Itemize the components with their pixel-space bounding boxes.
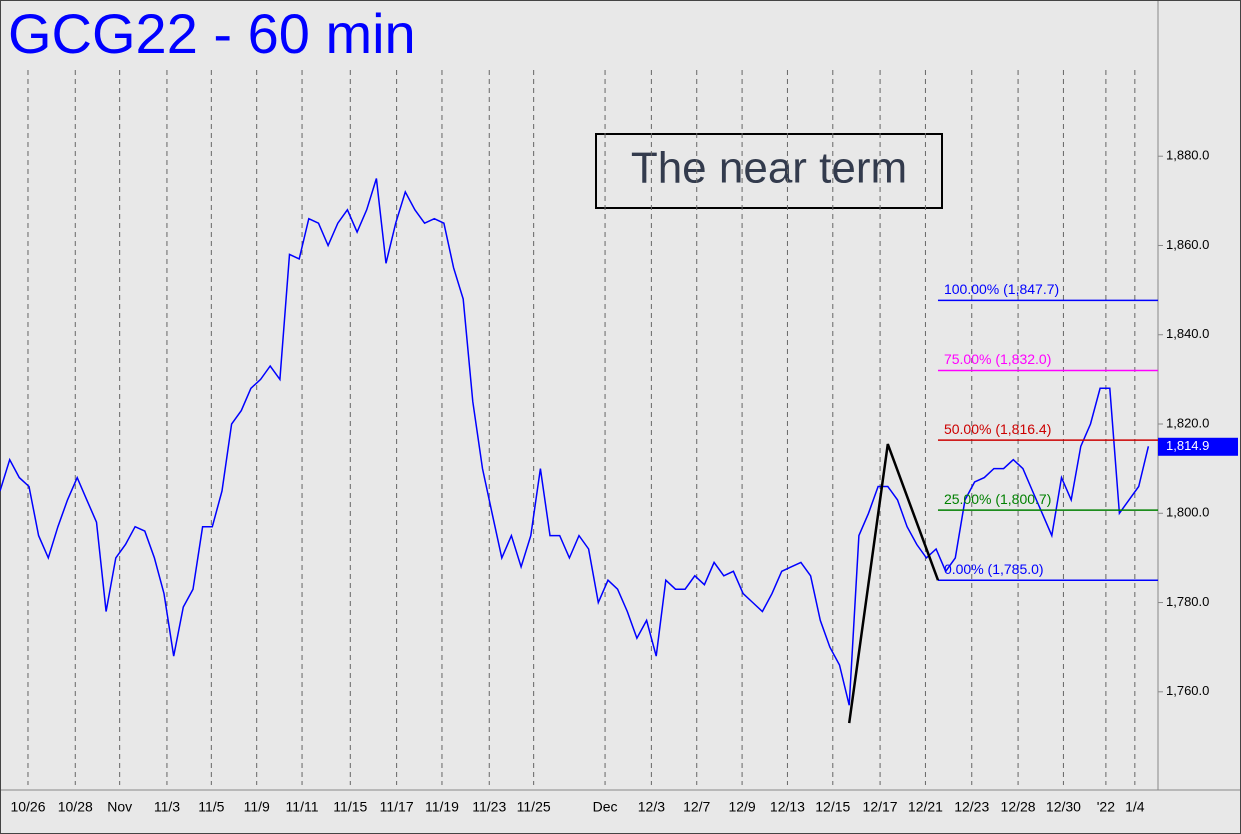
pattern-line [847, 443, 940, 724]
x-tick-label: 1/4 [1125, 799, 1145, 815]
x-tick-label: '22 [1097, 799, 1115, 815]
level-label: 75.00% (1,832.0) [944, 351, 1051, 367]
level-label: 50.00% (1,816.4) [944, 421, 1051, 437]
x-tick-label: 11/19 [425, 799, 459, 815]
x-tick-label: 12/3 [638, 799, 665, 815]
chart-title: GCG22 - 60 min [8, 2, 416, 65]
y-tick-label: 1,760.0 [1166, 683, 1209, 698]
level-label: 100.00% (1,847.7) [944, 281, 1059, 297]
x-tick-label: 12/30 [1046, 799, 1081, 815]
x-tick-label: Nov [107, 799, 132, 815]
last-price-box [1158, 437, 1238, 456]
x-tick-label: 11/3 [154, 799, 180, 815]
x-tick-label: 12/23 [954, 799, 989, 815]
x-tick-label: 12/7 [683, 799, 710, 815]
y-tick-label: 1,780.0 [1166, 594, 1209, 609]
x-tick-label: Dec [593, 799, 618, 815]
price-line [0, 178, 1150, 706]
x-tick-label: 11/9 [244, 799, 270, 815]
annotation-box [595, 133, 943, 209]
x-tick-label: 12/17 [863, 799, 898, 815]
x-tick-label: 12/9 [728, 799, 755, 815]
x-tick-label: 12/21 [908, 799, 943, 815]
x-tick-label: 11/15 [333, 799, 367, 815]
y-tick-label: 1,880.0 [1166, 148, 1209, 163]
x-tick-label: 11/5 [198, 799, 224, 815]
x-tick-label: 11/25 [517, 799, 551, 815]
level-label: 0.00% (1,785.0) [944, 561, 1044, 577]
x-tick-label: 11/23 [472, 799, 506, 815]
y-tick-label: 1,840.0 [1166, 326, 1209, 341]
x-tick-label: 10/28 [58, 799, 93, 815]
level-label: 25.00% (1,800.7) [944, 491, 1051, 507]
y-tick-label: 1,800.0 [1166, 505, 1209, 520]
x-tick-label: 12/28 [1001, 799, 1036, 815]
last-price-label: 1,814.9 [1166, 438, 1209, 453]
annotation: The near term [631, 144, 907, 193]
x-tick-label: 10/26 [10, 799, 45, 815]
x-tick-label: 11/11 [286, 799, 319, 815]
x-tick-label: 12/13 [770, 799, 805, 815]
y-tick-label: 1,860.0 [1166, 237, 1209, 252]
y-tick-label: 1,820.0 [1166, 415, 1209, 430]
x-tick-label: 11/17 [380, 799, 414, 815]
x-tick-label: 12/15 [815, 799, 850, 815]
